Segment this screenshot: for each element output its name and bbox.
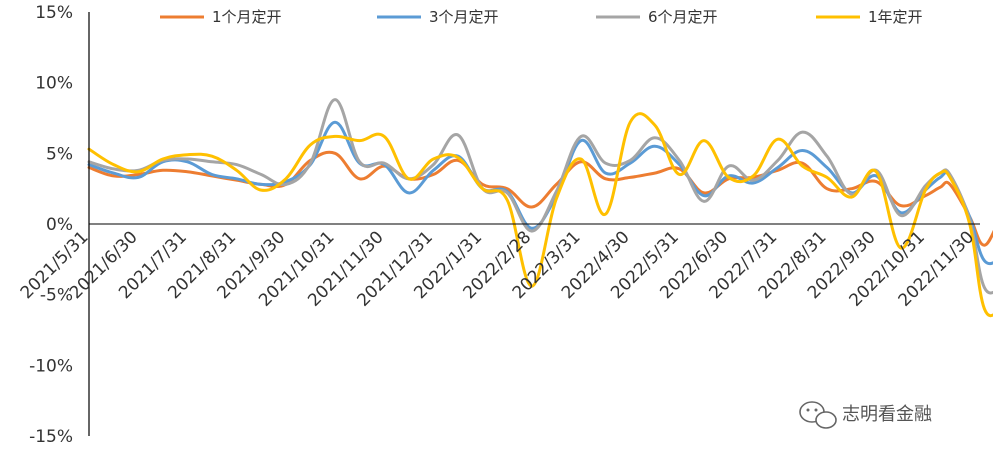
series-line-4 [87,112,993,318]
y-tick-label: -5% [40,286,73,306]
legend: 1个月定开 3个月定开 6个月定开 1年定开 [160,8,923,26]
y-tick-label: 0% [46,215,73,235]
y-tick-label: -10% [29,356,73,376]
plot-series-group [87,98,993,318]
y-tick-label: -15% [29,427,73,447]
x-axis-ticks: 2021/5/312021/6/302021/7/312021/8/312021… [17,227,978,310]
legend-label-1: 1个月定开 [212,8,282,26]
legend-label-4: 1年定开 [868,8,923,26]
legend-label-2: 3个月定开 [429,8,499,26]
watermark: 志明看金融 [799,401,932,429]
watermark-text: 志明看金融 [842,404,932,425]
legend-label-3: 6个月定开 [648,8,718,26]
series-line-2 [87,120,993,266]
y-tick-label: 10% [35,74,73,94]
y-tick-label: 5% [46,144,73,164]
y-axis-ticks: 15% 10% 5% 0% -5% -10% -15% [29,3,73,447]
wechat-icon [799,401,837,429]
y-tick-label: 15% [35,3,73,23]
